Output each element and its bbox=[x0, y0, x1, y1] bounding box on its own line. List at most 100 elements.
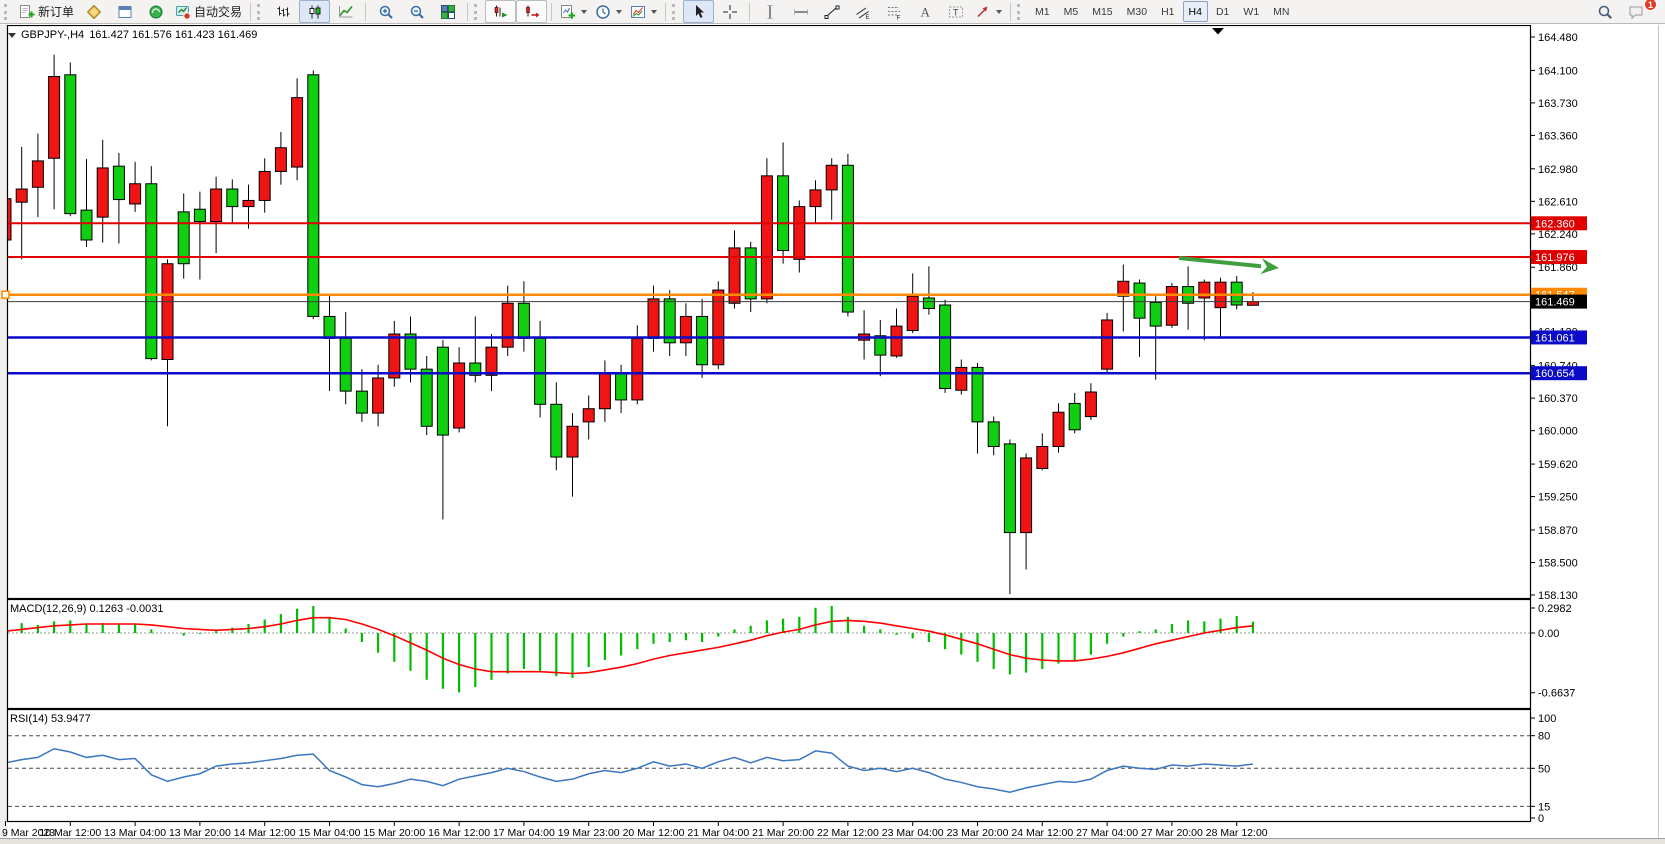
toolbar-grip bbox=[1017, 3, 1023, 20]
horizontal-line-icon bbox=[793, 4, 809, 20]
chart-canvas[interactable]: 164.480 164.100 163.730 163.360 162.980 162.6… bbox=[0, 25, 1665, 844]
svg-text:9 Mar 2023: 9 Mar 2023 bbox=[2, 827, 55, 839]
crosshair-button[interactable] bbox=[714, 0, 745, 23]
price-badge-161.976: 161.976 bbox=[1531, 250, 1587, 265]
fibonacci-button[interactable]: F bbox=[878, 0, 909, 23]
macd-pane bbox=[6, 598, 1532, 710]
svg-text:0.2982: 0.2982 bbox=[1538, 603, 1572, 615]
svg-text:14 Mar 12:00: 14 Mar 12:00 bbox=[234, 827, 296, 839]
timeframe-m15-button[interactable]: M15 bbox=[1092, 5, 1113, 18]
text-button[interactable]: A bbox=[909, 0, 940, 23]
svg-text:21 Mar 04:00: 21 Mar 04:00 bbox=[687, 827, 749, 839]
vertical-line-icon bbox=[762, 4, 778, 20]
zoom-in-button[interactable] bbox=[370, 0, 401, 23]
auto-scroll-button[interactable] bbox=[485, 0, 517, 23]
cursor-icon bbox=[691, 4, 707, 20]
toolbar-separator bbox=[365, 2, 367, 21]
toolbar-grip bbox=[672, 3, 678, 20]
bar-chart-icon bbox=[276, 4, 292, 20]
vertical-line-button[interactable] bbox=[754, 0, 785, 23]
new-chart-button[interactable] bbox=[556, 0, 591, 23]
svg-text:10 Mar 12:00: 10 Mar 12:00 bbox=[39, 827, 101, 839]
svg-text:13 Mar 20:00: 13 Mar 20:00 bbox=[169, 827, 231, 839]
scroll-position-marker[interactable] bbox=[1212, 28, 1224, 35]
svg-text:16 Mar 12:00: 16 Mar 12:00 bbox=[428, 827, 490, 839]
toolbar-grip bbox=[257, 3, 263, 20]
chart-window: GBPJPY-,H4 161.427 161.576 161.423 161.4… bbox=[0, 25, 1665, 844]
svg-text:15 Mar 04:00: 15 Mar 04:00 bbox=[299, 827, 361, 839]
candlestick-chart-button[interactable] bbox=[299, 0, 331, 23]
data-window-icon bbox=[117, 4, 133, 20]
label-button[interactable]: T bbox=[940, 0, 971, 23]
auto-trading-button-label: 自动交易 bbox=[194, 5, 243, 19]
templates-button[interactable] bbox=[626, 0, 661, 23]
timeframe-h4-button[interactable]: H4 bbox=[1182, 1, 1208, 22]
timeframe-m1-button[interactable]: M1 bbox=[1035, 5, 1050, 18]
svg-text:E: E bbox=[865, 15, 869, 20]
toolbar-grip bbox=[474, 3, 480, 20]
chevron-down-icon[interactable] bbox=[996, 9, 1003, 14]
auto-trading-icon bbox=[175, 4, 191, 20]
horizontal-lines bbox=[1, 222, 1530, 375]
search-icon bbox=[1597, 4, 1613, 20]
price-badge-161.061: 161.061 bbox=[1531, 330, 1587, 345]
timeframe-mn-button[interactable]: MN bbox=[1273, 5, 1290, 18]
rsi-pane bbox=[6, 708, 1532, 823]
tile-windows-button[interactable] bbox=[432, 0, 463, 23]
svg-text:162.240: 162.240 bbox=[1538, 229, 1578, 241]
timeframe-h1-button[interactable]: H1 bbox=[1161, 5, 1175, 18]
bar-chart-button[interactable] bbox=[268, 0, 299, 23]
data-window-button[interactable] bbox=[109, 0, 140, 23]
chart-shift-button[interactable] bbox=[516, 0, 548, 23]
svg-text:20 Mar 12:00: 20 Mar 12:00 bbox=[623, 827, 685, 839]
trendline-button[interactable] bbox=[816, 0, 847, 23]
toolbar-separator bbox=[1010, 2, 1012, 21]
svg-text:162.610: 162.610 bbox=[1538, 196, 1578, 208]
svg-text:0: 0 bbox=[1538, 813, 1544, 825]
periods-button[interactable] bbox=[591, 0, 626, 23]
timeframe-w1-button[interactable]: W1 bbox=[1243, 5, 1260, 18]
line-chart-icon bbox=[338, 4, 354, 20]
svg-text:160.000: 160.000 bbox=[1538, 426, 1578, 438]
market-watch-button[interactable] bbox=[78, 0, 109, 23]
navigator-button[interactable] bbox=[140, 0, 171, 23]
main-pane bbox=[6, 25, 1532, 600]
chat-icon bbox=[1628, 4, 1644, 20]
new-order-button[interactable]: 新订单 bbox=[15, 0, 78, 23]
equidistant-channel-button[interactable]: E bbox=[847, 0, 878, 23]
auto-trading-button[interactable]: 自动交易 bbox=[171, 0, 246, 23]
timeframe-m30-button[interactable]: M30 bbox=[1126, 5, 1148, 18]
svg-text:-0.6637: -0.6637 bbox=[1538, 688, 1575, 700]
search-button[interactable] bbox=[1589, 0, 1620, 23]
chevron-down-icon[interactable] bbox=[651, 9, 658, 14]
svg-text:15 Mar 20:00: 15 Mar 20:00 bbox=[363, 827, 425, 839]
chart-dropdown-icon[interactable] bbox=[8, 32, 16, 38]
new-chart-icon bbox=[560, 4, 576, 20]
svg-text:17 Mar 04:00: 17 Mar 04:00 bbox=[493, 827, 555, 839]
svg-text:21 Mar 20:00: 21 Mar 20:00 bbox=[752, 827, 814, 839]
svg-text:19 Mar 23:00: 19 Mar 23:00 bbox=[558, 827, 620, 839]
shapes-button[interactable] bbox=[971, 0, 1006, 23]
cursor-button[interactable] bbox=[683, 0, 715, 23]
chevron-down-icon[interactable] bbox=[581, 9, 588, 14]
timeframe-m5-button[interactable]: M5 bbox=[1063, 5, 1079, 18]
zoom-out-button[interactable] bbox=[401, 0, 432, 23]
timeframe-d1-button[interactable]: D1 bbox=[1215, 5, 1230, 18]
zoom-out-icon bbox=[409, 4, 425, 20]
hline-handle[interactable] bbox=[1, 290, 10, 300]
toolbar-separator bbox=[467, 2, 469, 21]
trend-arrow-annotation[interactable] bbox=[1178, 256, 1279, 275]
horizontal-line-button[interactable] bbox=[785, 0, 816, 23]
price-axis[interactable]: 164.480 164.100 163.730 163.360 162.980 162.6… bbox=[1530, 32, 1587, 825]
toolbar-separator bbox=[551, 2, 553, 21]
svg-text:163.360: 163.360 bbox=[1538, 130, 1578, 142]
svg-text:27 Mar 20:00: 27 Mar 20:00 bbox=[1141, 827, 1203, 839]
svg-text:158.500: 158.500 bbox=[1538, 557, 1578, 569]
label-icon: T bbox=[948, 4, 964, 20]
line-chart-button[interactable] bbox=[330, 0, 361, 23]
chat-button[interactable]: 1 bbox=[1620, 0, 1657, 23]
chevron-down-icon[interactable] bbox=[616, 9, 623, 14]
window-left-edge bbox=[0, 25, 7, 838]
clock-icon bbox=[595, 4, 611, 20]
